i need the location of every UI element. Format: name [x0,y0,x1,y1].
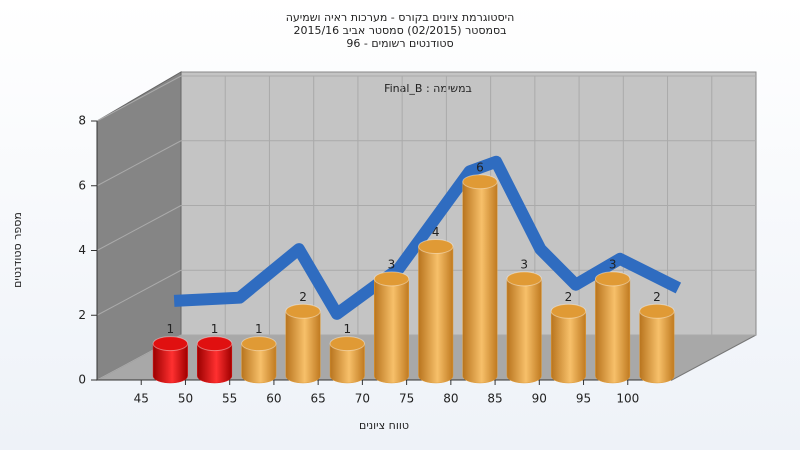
bar-top [196,336,233,352]
value-label: 2 [299,290,307,304]
x-tick-label: 60 [266,392,281,406]
bar [462,181,498,384]
annotation: במשימה : Final_B [384,82,472,95]
x-tick-label: 55 [222,392,237,406]
grid-line [96,75,182,122]
bar-top [285,303,321,319]
value-label: 4 [432,225,440,239]
y-tick-label: 4 [78,243,86,257]
x-tick-label: 85 [487,392,502,406]
bar [550,311,586,384]
bar-top [417,239,454,254]
title-1: היסטוגרמת ציונים בקורס - מערכות ראיה ושמ… [286,11,515,24]
bar-top [329,336,366,352]
bar-top [241,336,277,352]
bar-top [373,271,410,287]
x-tick-label: 70 [355,392,370,406]
y-tick-label: 2 [78,308,86,322]
value-label: 3 [388,257,396,271]
value-label: 3 [609,257,617,271]
bar-top [639,303,675,319]
bar-top [152,336,189,352]
x-tick-label: 80 [443,392,458,406]
y-tick-label: 6 [78,178,86,192]
bar [595,278,631,384]
x-tick-label: 75 [399,392,414,406]
bar [506,278,542,384]
grid-line [96,140,182,187]
bar-top [462,174,498,190]
y-tick-label: 8 [78,114,86,128]
x-axis-label: טווח ציונים [359,419,409,432]
grid-line [96,269,182,316]
value-label: 1 [343,322,351,336]
x-tick-label: 100 [616,392,639,406]
grid-line [96,205,182,251]
curve [173,155,682,320]
x-tick-label: 50 [178,392,193,406]
value-label: 1 [167,322,175,336]
title-3: סטודנטים רשומים - 96 [346,37,453,50]
bar [285,311,321,384]
value-label: 3 [520,257,528,271]
value-label: 6 [476,160,484,174]
x-tick-label: 90 [532,392,547,406]
y-axis-label: מספר סטודנטים [11,212,24,288]
value-label: 1 [211,322,219,336]
x-tick-label: 95 [576,392,591,406]
value-label: 1 [255,322,263,336]
x-tick-label: 65 [311,392,326,406]
title-2: בסמסטר (02/2015) סמסטר אביב 2015/16 [293,24,506,37]
bar [197,343,233,384]
bar [639,311,675,384]
bar [374,278,409,384]
bar-top [506,271,542,287]
bar [329,343,365,384]
x-tick-label: 45 [134,392,149,406]
value-label: 2 [565,290,573,304]
value-label: 2 [653,290,661,304]
bar [418,246,454,384]
bar [152,343,188,384]
bar-top [594,271,631,287]
y-tick-label: 0 [78,373,86,387]
bar-top [550,303,587,319]
bar [241,343,277,384]
